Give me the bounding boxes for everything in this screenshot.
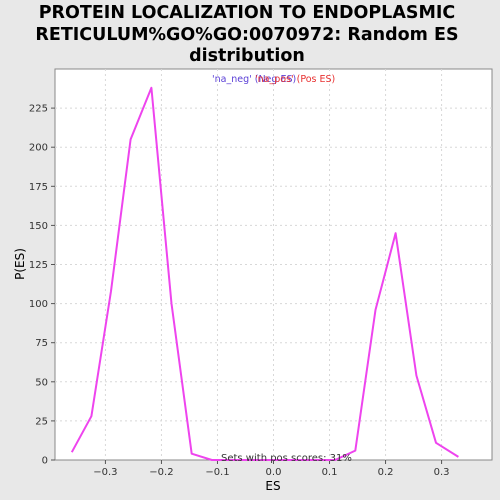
y-tick-label: 125 [29,260,48,271]
y-tick-label: 50 [35,377,48,388]
x-tick-label: −0.1 [205,467,229,478]
y-tick-label: 25 [35,416,48,427]
x-tick-label: 0.2 [378,467,394,478]
y-tick-label: 0 [42,456,48,467]
x-tick-label: 0.1 [322,467,338,478]
y-axis-label: P(ES) [13,248,27,280]
y-tick-label: 75 [35,338,48,349]
y-tick-label: 225 [29,104,48,115]
pos-score-annotation: Sets with pos scores: 31% [221,453,352,464]
chart-title-line-3: distribution [189,46,305,66]
chart-title-line-2: RETICULUM%GO%GO:0070972: Random ES [35,25,458,45]
x-tick-label: 0.3 [434,467,450,478]
series-layer [70,86,459,461]
y-tick-label: 150 [29,221,48,232]
x-tick-label: 0.0 [266,467,282,478]
legend-entry-pos: 'na_pos' (Pos ES) [255,74,335,85]
y-tick-label: 175 [29,182,48,193]
grid-lines [55,69,492,460]
axes: 0 25 50 75 100 125 150 175 200 225 −0.3 −0.2 −0.1 0.0… [29,104,450,478]
x-tick-label: −0.2 [149,467,173,478]
y-tick-label: 100 [29,299,48,310]
x-axis-label: ES [265,479,280,493]
series-line-0 [70,86,459,461]
chart-title-line-1: PROTEIN LOCALIZATION TO ENDOPLASMIC [39,3,456,23]
y-tick-label: 200 [29,143,48,154]
x-tick-label: −0.3 [93,467,117,478]
legend-entry-neg: 'na_neg' (Neg ES) [212,74,296,85]
